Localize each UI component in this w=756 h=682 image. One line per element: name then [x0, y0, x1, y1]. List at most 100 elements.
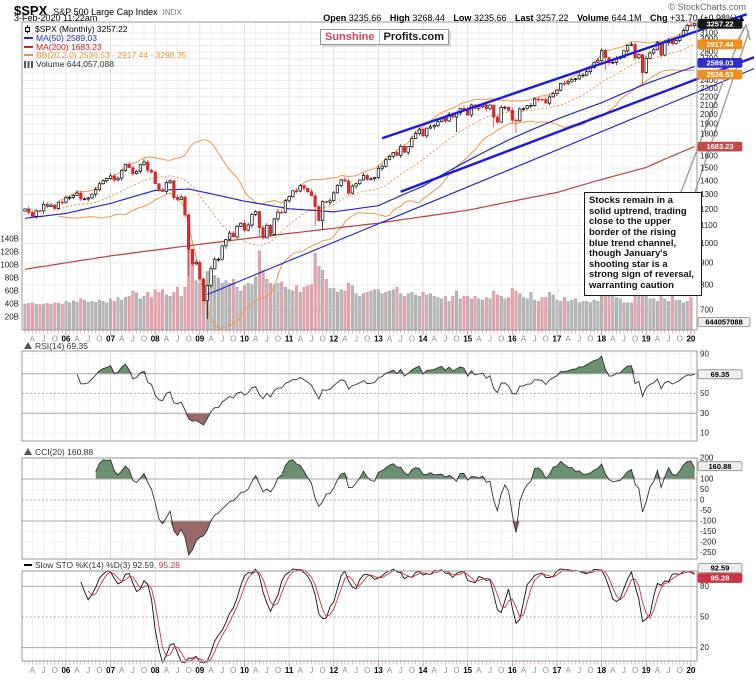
svg-text:O: O [141, 335, 147, 344]
svg-text:08: 08 [151, 335, 160, 344]
svg-text:20: 20 [686, 335, 695, 344]
svg-text:J: J [354, 335, 358, 344]
svg-text:80B: 80B [5, 274, 19, 283]
svg-text:O: O [587, 666, 593, 675]
svg-text:A: A [208, 335, 214, 344]
svg-text:A: A [342, 335, 348, 344]
svg-text:06: 06 [61, 335, 70, 344]
svg-text:11: 11 [285, 666, 294, 675]
ma200-line-icon [24, 45, 33, 48]
quote-line: Open 3235.66 High 3268.44 Low 3235.66 La… [317, 13, 746, 23]
high-value: 3268.44 [412, 13, 445, 23]
trend-channel-line [400, 56, 755, 193]
svg-text:-250: -250 [700, 548, 717, 557]
svg-text:J: J [309, 666, 313, 675]
svg-text:J: J [443, 666, 447, 675]
svg-text:1683.23: 1683.23 [706, 142, 733, 151]
svg-text:A: A [253, 335, 259, 344]
svg-text:J: J [86, 666, 90, 675]
svg-text:20: 20 [700, 643, 709, 652]
svg-text:10: 10 [700, 429, 709, 438]
svg-text:A: A [164, 335, 170, 344]
svg-text:A: A [655, 335, 661, 344]
svg-text:14: 14 [419, 335, 428, 344]
svg-text:17: 17 [553, 335, 562, 344]
ma50-line [24, 65, 695, 219]
logo-sunshine: Sunshine [321, 30, 380, 44]
price-tag [697, 461, 743, 472]
svg-text:95.28: 95.28 [711, 574, 730, 583]
svg-text:J: J [265, 335, 269, 344]
svg-text:O: O [543, 335, 549, 344]
svg-text:O: O [632, 335, 638, 344]
price-tag [697, 58, 743, 68]
svg-text:13: 13 [374, 666, 383, 675]
chg-value: +31.70 (+0.98%) [670, 13, 738, 23]
sto-legend-red-value: 95.28 [158, 560, 180, 570]
exchange-label: INDX [162, 8, 182, 17]
svg-text:O: O [364, 666, 370, 675]
svg-text:O: O [275, 335, 281, 344]
svg-text:1200: 1200 [700, 205, 718, 214]
datetime-label: 3-Feb-2020 11:22am [14, 13, 98, 23]
svg-text:1400: 1400 [700, 176, 718, 185]
high-label: High [389, 13, 410, 23]
svg-text:07: 07 [106, 335, 115, 344]
svg-text:J: J [399, 335, 403, 344]
svg-text:07: 07 [106, 666, 115, 675]
svg-text:O: O [409, 666, 415, 675]
svg-text:A: A [119, 666, 125, 675]
svg-text:J: J [399, 666, 403, 675]
svg-text:A: A [432, 335, 438, 344]
svg-text:J: J [220, 666, 224, 675]
svg-text:O: O [453, 335, 459, 344]
svg-text:J: J [176, 666, 180, 675]
svg-text:O: O [498, 666, 504, 675]
svg-text:60B: 60B [5, 287, 19, 296]
svg-text:15: 15 [463, 666, 472, 675]
bb-middle [58, 43, 695, 247]
svg-text:06: 06 [61, 666, 70, 675]
bb-line-icon [24, 54, 33, 57]
svg-text:J: J [131, 666, 135, 675]
svg-text:O: O [543, 666, 549, 675]
svg-text:15: 15 [463, 335, 472, 344]
svg-text:100: 100 [700, 475, 714, 484]
svg-text:2589.03: 2589.03 [706, 59, 733, 68]
svg-text:J: J [488, 335, 492, 344]
svg-text:O: O [96, 335, 102, 344]
svg-text:2917.44: 2917.44 [706, 40, 734, 49]
svg-text:-150: -150 [700, 527, 717, 536]
svg-text:16: 16 [508, 666, 517, 675]
svg-text:1900: 1900 [700, 120, 718, 129]
price-tag [697, 18, 743, 29]
rsi-line [76, 355, 695, 426]
svg-text:100B: 100B [0, 261, 19, 270]
legend-ma200: MA(200) 1683.23 [36, 41, 102, 52]
svg-text:2800: 2800 [700, 47, 718, 56]
symbol-label: $SPX [14, 3, 48, 18]
svg-text:J: J [265, 666, 269, 675]
svg-text:O: O [52, 666, 58, 675]
svg-text:-50: -50 [700, 506, 712, 515]
svg-text:12: 12 [329, 335, 338, 344]
sto-d-line [87, 568, 695, 663]
last-label: Last [515, 13, 534, 23]
svg-text:16: 16 [508, 335, 517, 344]
svg-text:3100: 3100 [700, 29, 718, 38]
svg-text:700: 700 [700, 305, 714, 314]
svg-text:13: 13 [374, 335, 383, 344]
svg-text:J: J [176, 335, 180, 344]
svg-text:09: 09 [195, 666, 204, 675]
svg-text:A: A [119, 335, 125, 344]
svg-text:17: 17 [553, 666, 562, 675]
svg-text:30: 30 [700, 409, 709, 418]
svg-text:A: A [476, 666, 482, 675]
bb-upper [58, 22, 695, 205]
svg-text:J: J [309, 335, 313, 344]
open-label: Open [323, 13, 347, 23]
svg-text:A: A [30, 335, 36, 344]
svg-text:J: J [443, 335, 447, 344]
cci-legend-text: CCI(20) 160.88 [35, 447, 94, 457]
